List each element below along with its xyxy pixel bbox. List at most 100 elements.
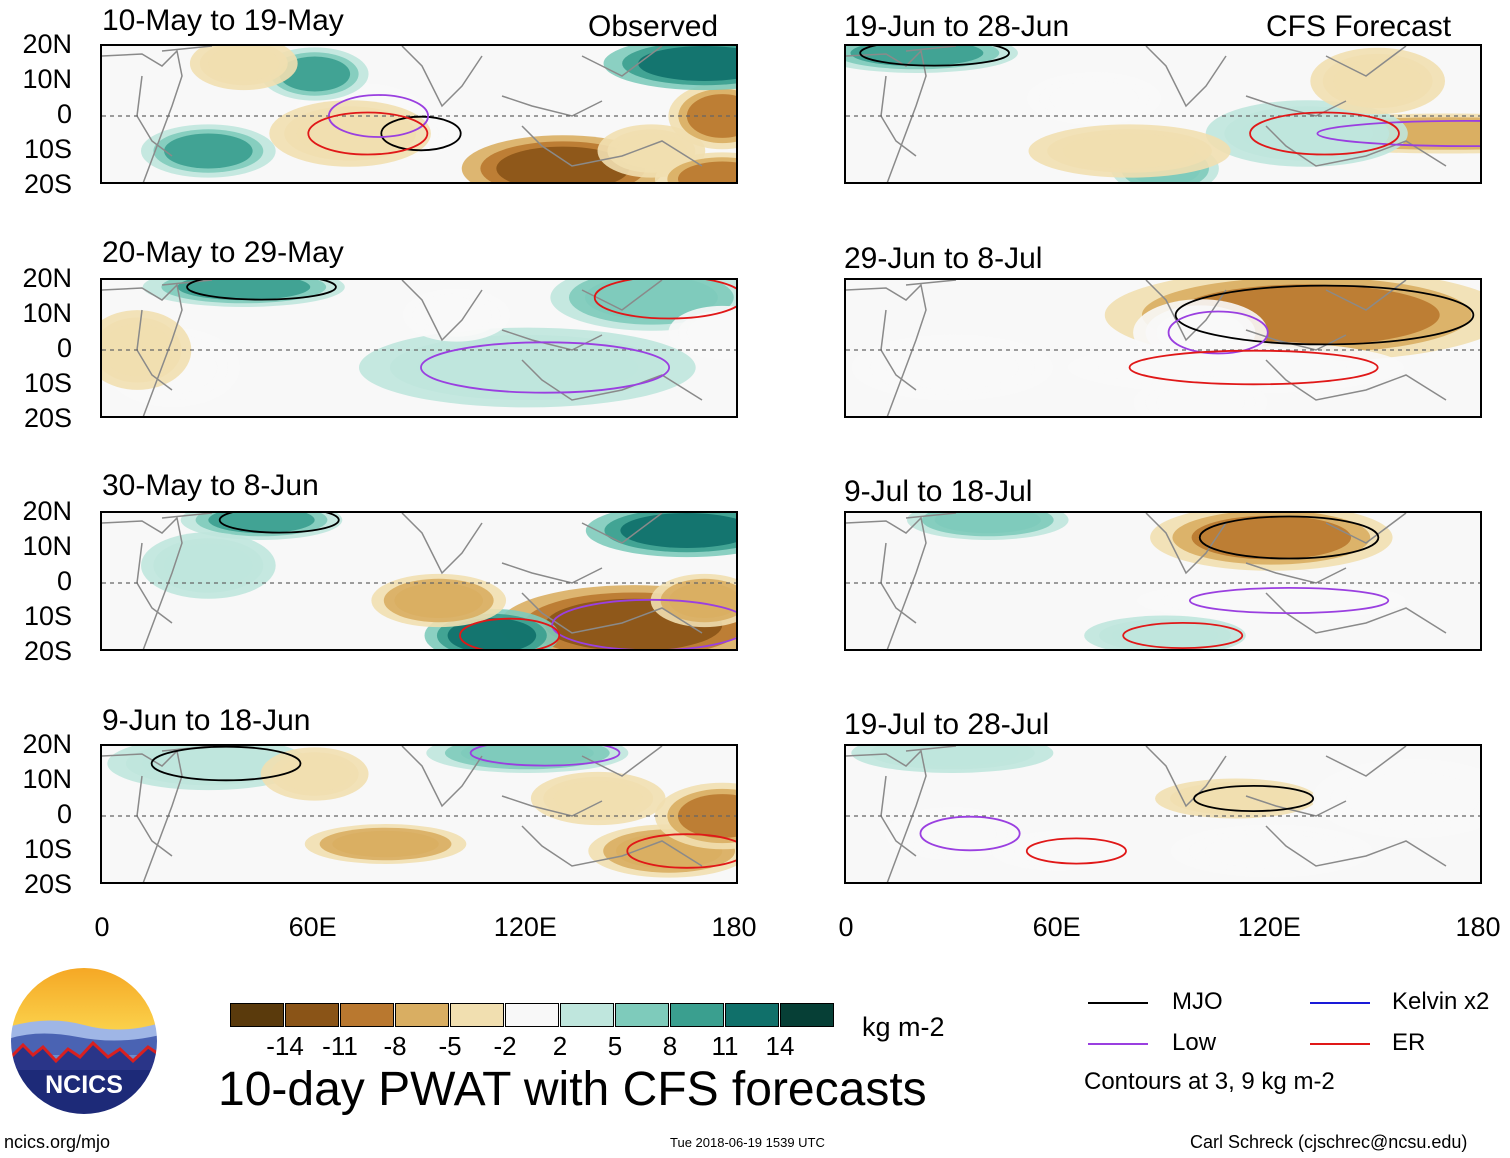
contour-line <box>919 815 1021 852</box>
anomaly-blob <box>177 280 311 301</box>
y-tick-label: 10S <box>23 134 72 164</box>
contour-line <box>307 111 429 156</box>
colorbar-swatch <box>780 1003 834 1027</box>
coastline <box>846 46 1447 182</box>
y-tick-label: 20N <box>22 496 72 526</box>
chart-title: 10-day PWAT with CFS forecasts <box>218 1063 927 1116</box>
map-panel <box>100 744 738 884</box>
legend-swatch-mjo <box>1088 1002 1148 1004</box>
footer-author: Carl Schreck (cjschrec@ncsu.edu) <box>1190 1132 1468 1152</box>
anomaly-blob <box>1063 133 1197 169</box>
legend-label-mjo: MJO <box>1172 988 1223 1015</box>
y-tick-label: 0 <box>56 799 72 829</box>
footer-url: ncics.org/mjo <box>4 1132 111 1152</box>
contour-line <box>1174 284 1475 346</box>
coastline <box>102 513 703 649</box>
panel-title: 30-May to 8-Jun <box>102 469 319 502</box>
anomaly-blob <box>141 746 275 781</box>
anomaly-blob <box>1240 111 1374 156</box>
y-tick-label: 20S <box>23 169 72 199</box>
anomaly-blob <box>638 46 736 81</box>
contour-line <box>1167 310 1269 355</box>
contour-line <box>859 46 1010 67</box>
anomaly-blob <box>677 161 736 182</box>
colorbar-swatch <box>395 1003 449 1027</box>
observed-label: Observed <box>588 10 719 43</box>
anomaly-blob <box>332 830 439 858</box>
map-panel <box>100 44 738 184</box>
x-tick-label: 120E <box>493 912 557 942</box>
contour-line <box>1316 120 1480 147</box>
anomaly-blob <box>1049 81 1139 116</box>
coastline <box>846 280 1447 416</box>
colorbar-swatch <box>285 1003 339 1027</box>
colorbar-label: -14 <box>266 1031 304 1061</box>
contour-line <box>1122 622 1244 649</box>
x-tick-label: 180 <box>711 912 757 942</box>
contour-line <box>1128 349 1379 386</box>
y-tick-label: 20S <box>23 636 72 666</box>
anomaly-blob <box>1156 385 1245 416</box>
colorbar-swatch <box>340 1003 394 1027</box>
contour-line <box>380 115 462 152</box>
anomaly-blob <box>553 781 643 816</box>
coastline <box>846 513 1447 649</box>
svg-text:NCICS: NCICS <box>45 1071 123 1099</box>
legend-swatch-er <box>1310 1043 1370 1045</box>
colorbar-label: 8 <box>662 1031 678 1061</box>
anomaly-blob <box>1182 785 1290 812</box>
map-panel <box>100 278 738 418</box>
colorbar-label: -8 <box>383 1031 407 1061</box>
contour-line <box>469 746 621 767</box>
anomaly-blob <box>1125 350 1347 385</box>
anomaly-blob <box>908 816 997 851</box>
y-tick-label: 20N <box>22 263 72 293</box>
anomaly-blob <box>279 756 351 792</box>
colorbar-swatch <box>450 1003 504 1027</box>
y-tick-label: 10N <box>22 764 72 794</box>
anomaly-blob <box>208 46 280 81</box>
y-tick-label: 10N <box>22 64 72 94</box>
anomaly-blob <box>496 146 630 182</box>
contour-line <box>1193 785 1315 813</box>
panel-title: 19-Jul to 28-Jul <box>844 708 1050 741</box>
anomaly-blob <box>584 280 718 320</box>
anomaly-blob <box>164 543 253 588</box>
map-panel <box>844 278 1482 418</box>
anomaly-blob <box>164 133 253 169</box>
anomaly-blob <box>416 341 639 394</box>
y-tick-label: 0 <box>56 99 72 129</box>
colorbar-swatch <box>505 1003 559 1027</box>
anomaly-blob <box>1346 772 1480 825</box>
map-panel <box>844 511 1482 651</box>
x-tick-label: 0 <box>94 912 110 942</box>
ncics-logo: NCICS <box>9 966 159 1116</box>
colorbar-swatch <box>230 1003 284 1027</box>
anomaly-blob <box>686 315 736 350</box>
panel-title: 19-Jun to 28-Jun <box>844 10 1070 43</box>
colorbar-swatch <box>725 1003 779 1027</box>
anomaly-blob <box>1014 837 1103 865</box>
x-tick-label: 60E <box>288 912 337 942</box>
legend-label-er: ER <box>1392 1029 1426 1056</box>
x-tick-label: 0 <box>838 912 854 942</box>
contour-line <box>186 280 337 301</box>
colorbar-label: -5 <box>438 1031 462 1061</box>
colorbar-swatch <box>560 1003 614 1027</box>
map-panel <box>844 744 1482 884</box>
contour-line <box>626 833 736 869</box>
map-panel <box>844 44 1482 184</box>
contours-note: Contours at 3, 9 kg m-2 <box>1084 1068 1335 1095</box>
y-tick-label: 10N <box>22 298 72 328</box>
footer-timestamp: Tue 2018-06-19 1539 UTC <box>670 1135 825 1150</box>
panel-title: 10-May to 19-May <box>102 4 344 37</box>
legend-label-kelvin: Kelvin x2 <box>1392 988 1490 1015</box>
y-tick-label: 20N <box>22 729 72 759</box>
anomaly-blob <box>669 583 736 618</box>
contour-line <box>1188 587 1390 615</box>
panel-title: 29-Jun to 8-Jul <box>844 242 1043 275</box>
x-tick-label: 180 <box>1455 912 1501 942</box>
contour-line <box>150 746 302 782</box>
y-tick-label: 10S <box>23 368 72 398</box>
anomaly-blob <box>394 583 484 618</box>
